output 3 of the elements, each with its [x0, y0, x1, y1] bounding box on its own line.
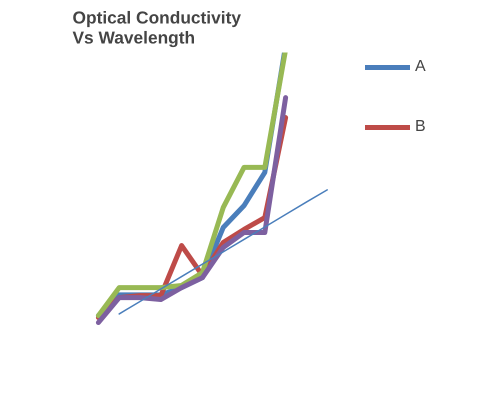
chart-title: Optical Conductivity Vs Wavelength	[72, 8, 242, 48]
legend-label: A	[415, 58, 427, 76]
legend-label: B	[415, 118, 427, 136]
